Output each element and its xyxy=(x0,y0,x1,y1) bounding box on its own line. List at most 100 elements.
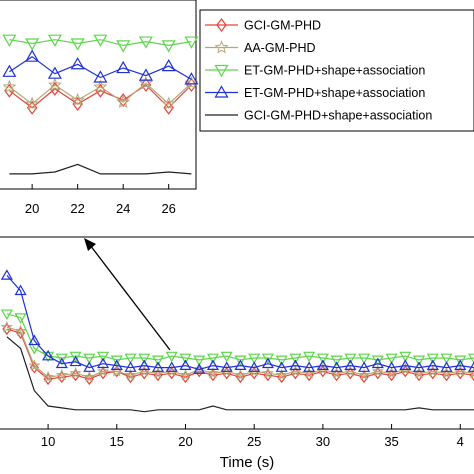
data-point xyxy=(426,353,439,365)
data-point xyxy=(83,353,96,365)
data-point xyxy=(399,351,412,363)
data-point xyxy=(248,353,261,365)
data-point xyxy=(83,361,96,372)
legend-label: ET-GM-PHD+shape+association xyxy=(244,64,425,78)
data-point xyxy=(220,351,233,363)
x-tick-label: 30 xyxy=(316,434,330,449)
data-point xyxy=(69,351,82,363)
data-point xyxy=(165,361,178,372)
data-point xyxy=(42,349,55,361)
data-point xyxy=(124,353,137,365)
data-point xyxy=(330,361,343,372)
data-point xyxy=(2,34,17,47)
legend-label: GCI-GM-PHD xyxy=(244,19,321,33)
data-point xyxy=(344,359,357,370)
data-point xyxy=(116,94,131,108)
legend-item-1: GCI-GM-PHD xyxy=(205,18,321,33)
inset-x-tick-label: 26 xyxy=(161,201,175,216)
data-point xyxy=(220,361,233,372)
data-point xyxy=(124,361,137,372)
data-point xyxy=(161,58,176,72)
data-point xyxy=(110,355,123,367)
data-point xyxy=(2,64,17,77)
main-series-3-et-gm-phd-shape-association xyxy=(0,309,474,367)
data-point xyxy=(0,309,13,321)
data-point xyxy=(454,359,467,370)
legend-item-2: AA-GM-PHD xyxy=(205,40,316,55)
inset-series-4-et-gm-phd-shape-association xyxy=(2,49,199,85)
data-point xyxy=(138,75,153,90)
data-point xyxy=(413,361,426,372)
data-point xyxy=(426,359,439,370)
data-point xyxy=(467,353,474,365)
data-point xyxy=(0,269,13,280)
main-series-group xyxy=(0,269,474,413)
data-point xyxy=(248,361,261,372)
data-point xyxy=(97,351,110,363)
inset-x-tick-label: 22 xyxy=(70,201,84,216)
data-point xyxy=(344,353,357,365)
data-point xyxy=(371,357,384,369)
data-point xyxy=(316,353,329,365)
data-point xyxy=(261,357,274,369)
data-point xyxy=(275,368,288,381)
data-point xyxy=(316,359,329,370)
data-point xyxy=(47,66,62,79)
data-point xyxy=(14,284,27,296)
inset-x-tick-label: 24 xyxy=(116,201,130,216)
legend-label: GCI-GM-PHD+shape+association xyxy=(244,109,432,123)
series-line xyxy=(9,84,192,109)
x-tick-label: 25 xyxy=(247,434,261,449)
data-point xyxy=(371,355,384,367)
data-point xyxy=(206,359,219,370)
data-point xyxy=(93,79,108,93)
zoom-arrow xyxy=(84,238,171,351)
data-point xyxy=(110,359,123,370)
data-point xyxy=(289,353,302,365)
x-tick-label: 15 xyxy=(110,434,124,449)
main-series-4-et-gm-phd-shape-association xyxy=(0,269,474,374)
data-point xyxy=(358,361,371,372)
x-tick-label: 4 xyxy=(457,434,464,449)
series-line xyxy=(6,313,474,361)
data-point xyxy=(179,359,192,370)
data-point xyxy=(69,367,82,379)
legend-marker-swatch xyxy=(214,64,229,78)
data-point xyxy=(275,361,288,372)
data-point xyxy=(234,368,247,381)
legend-marker-swatch xyxy=(214,85,229,98)
data-point xyxy=(161,96,176,110)
main-series-5-gci-gm-phd-shape-association xyxy=(6,336,474,413)
inset-plot-axes: 20 22 24 26 xyxy=(0,0,199,216)
data-point xyxy=(234,355,247,367)
data-point xyxy=(138,359,151,370)
data-point xyxy=(385,361,398,372)
data-point xyxy=(28,334,41,346)
legend-marker-swatch xyxy=(214,40,229,54)
legend-label: ET-GM-PHD+shape+association xyxy=(244,86,425,100)
legend: GCI-GM-PHD AA-GM-PHD ET-GM-PHD+shape+assoc… xyxy=(199,9,474,132)
data-point xyxy=(467,361,474,372)
data-point xyxy=(193,363,206,375)
inset-x-ticks: 20 22 24 26 xyxy=(25,184,176,216)
data-point xyxy=(206,353,219,365)
data-point xyxy=(179,353,192,365)
data-point xyxy=(25,96,40,110)
data-point xyxy=(70,92,85,107)
data-point xyxy=(97,365,110,377)
data-point xyxy=(47,77,62,91)
data-point xyxy=(371,365,384,377)
series-line xyxy=(9,82,192,105)
data-point xyxy=(55,357,68,369)
data-point xyxy=(14,324,27,337)
x-tick-label: 35 xyxy=(384,434,398,449)
series-line xyxy=(9,39,192,47)
legend-item-3: ET-GM-PHD+shape+association xyxy=(205,64,425,78)
data-point xyxy=(234,359,247,370)
data-point xyxy=(179,368,192,381)
legend-item-5: GCI-GM-PHD+shape+association xyxy=(205,109,432,123)
data-point xyxy=(83,370,96,383)
data-point xyxy=(116,60,131,74)
inset-series-2-aa-gm-phd xyxy=(2,75,199,110)
